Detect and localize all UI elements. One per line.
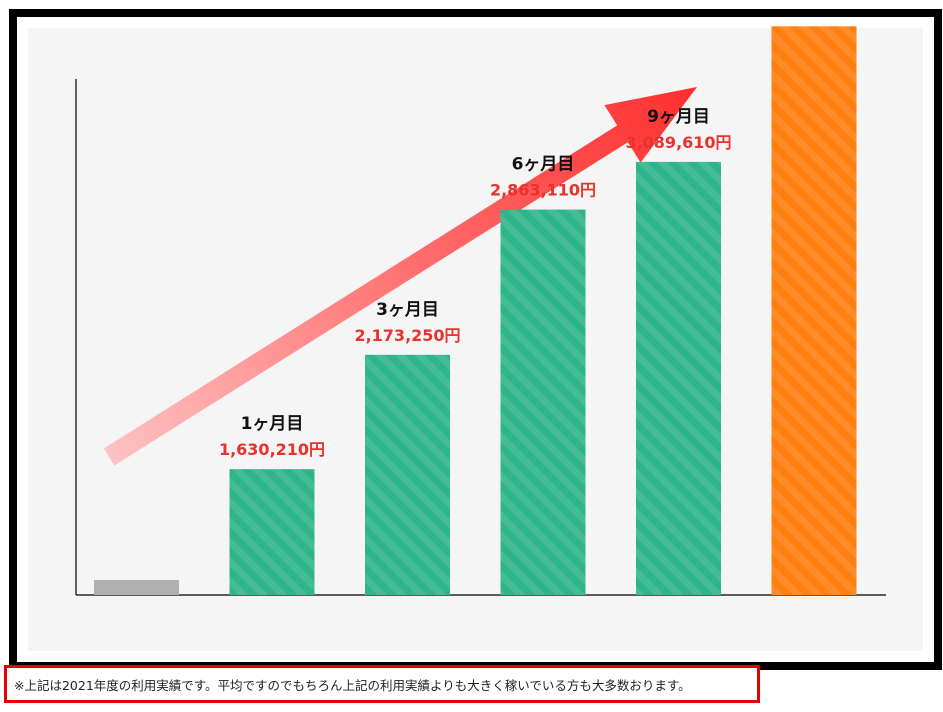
bar-chart: 1ヶ月目 1,630,210円 3ヶ月目 2,173,250円 6ヶ月目 2,863,11… [75,26,886,596]
bar-stripes [771,26,857,596]
bar-stripes [229,469,315,595]
baseline-bar [94,580,179,595]
value-label: 1,630,210円 [219,440,325,459]
bar-stripes [636,161,721,595]
bar-stripes [500,209,586,595]
trend-arrow [103,87,697,466]
category-label: 6ヶ月目 [512,155,575,175]
value-label: 2,863,110円 [490,181,596,200]
category-label: 9ヶ月目 [647,107,710,127]
category-label: 1ヶ月目 [241,414,304,434]
note-text: ※上記は2021年度の利用実績です。平均ですのでもちろん上記の利用実績よりも大き… [14,677,691,693]
value-label: 3,089,610円 [625,133,731,152]
chart-frame: 1ヶ月目 1,630,210円 3ヶ月目 2,173,250円 6ヶ月目 2,863,11… [9,9,942,670]
bar-stripes [365,354,450,595]
category-label: 3ヶ月目 [376,300,439,320]
note-box: ※上記は2021年度の利用実績です。平均ですのでもちろん上記の利用実績よりも大き… [4,665,760,703]
value-label: 2,173,250円 [354,326,460,345]
